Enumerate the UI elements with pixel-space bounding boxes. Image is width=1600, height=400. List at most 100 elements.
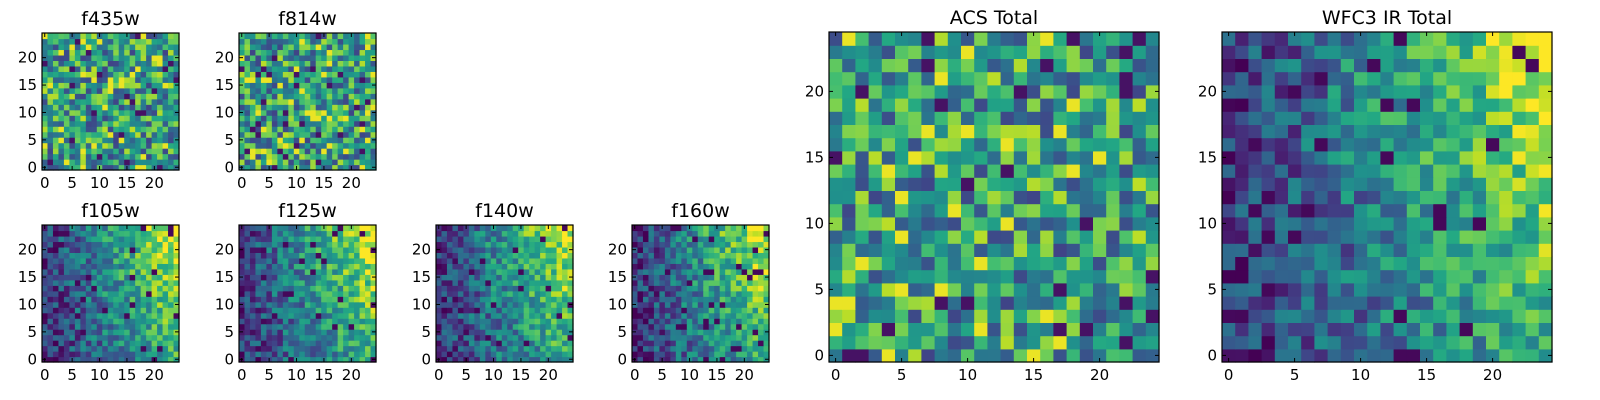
heatmap-cell — [348, 120, 355, 127]
heatmap-cell — [173, 93, 180, 100]
heatmap-cell — [1512, 230, 1527, 244]
heatmap-cell — [1119, 309, 1134, 323]
heatmap-cell — [1340, 230, 1355, 244]
heatmap-cell — [260, 153, 267, 160]
heatmap-cell — [648, 323, 655, 330]
heatmap-cell — [310, 263, 317, 270]
heatmap-cell — [266, 87, 273, 94]
heatmap-cell — [277, 285, 284, 292]
heatmap-cell — [457, 301, 464, 308]
heatmap-cell — [118, 109, 125, 116]
heatmap-cell — [934, 164, 949, 178]
heatmap-cell — [365, 131, 372, 138]
heatmap-cell — [244, 279, 251, 286]
heatmap-cell — [124, 49, 131, 56]
heatmap-cell — [507, 274, 514, 281]
heatmap-cell — [321, 340, 328, 347]
y-tick-label: 5 — [27, 131, 37, 149]
heatmap-cell — [332, 43, 339, 51]
heatmap-cell — [556, 301, 563, 308]
y-tick-label: 15 — [215, 76, 234, 94]
heatmap-cell — [1288, 256, 1302, 271]
heatmap-cell — [868, 282, 883, 297]
heatmap-cell — [479, 356, 486, 363]
heatmap-cell — [708, 252, 715, 259]
heatmap-cell — [85, 296, 92, 303]
heatmap-cell — [842, 71, 856, 86]
heatmap-cell — [63, 356, 70, 363]
heatmap-cell — [1053, 348, 1068, 363]
heatmap-cell — [512, 235, 519, 243]
heatmap-cell — [69, 263, 76, 270]
heatmap-cell — [173, 71, 180, 78]
heatmap-cell — [58, 345, 65, 352]
heatmap-cell — [91, 334, 98, 341]
heatmap-cell — [518, 257, 525, 264]
heatmap-cell — [74, 65, 81, 72]
heatmap-cell — [868, 296, 883, 310]
heatmap-cell — [47, 318, 54, 325]
heatmap-cell — [282, 235, 289, 243]
heatmap-cell — [162, 225, 169, 232]
heatmap-cell — [675, 268, 682, 275]
heatmap-cell — [659, 290, 666, 297]
heatmap-cell — [540, 301, 547, 308]
heatmap-cell — [1446, 296, 1461, 310]
heatmap-cell — [752, 279, 759, 286]
heatmap-cell — [135, 159, 142, 166]
heatmap-cell — [868, 164, 883, 178]
heatmap-cell — [343, 334, 350, 341]
heatmap-cell — [664, 246, 671, 253]
heatmap-cell — [523, 268, 530, 275]
heatmap-cell — [304, 131, 311, 138]
heatmap-cell — [747, 268, 754, 275]
heatmap-cell — [457, 307, 464, 314]
heatmap-cell — [299, 153, 306, 160]
heatmap-cell — [485, 290, 492, 297]
heatmap-cell — [304, 257, 311, 264]
heatmap-cell — [266, 54, 273, 61]
heatmap-cell — [74, 43, 81, 51]
heatmap-cell — [96, 241, 103, 248]
heatmap-cell — [47, 351, 54, 358]
heatmap-cell — [293, 49, 300, 56]
heatmap-cell — [556, 307, 563, 314]
heatmap-cell — [474, 225, 481, 232]
heatmap-cell — [974, 98, 988, 112]
heatmap-cell — [293, 268, 300, 275]
heatmap-cell — [562, 296, 569, 303]
heatmap-cell — [173, 263, 180, 270]
heatmap-cell — [1446, 243, 1461, 257]
heatmap-cell — [282, 296, 289, 303]
heatmap-cell — [321, 120, 328, 127]
heatmap-cell — [686, 301, 693, 308]
heatmap-cell — [1393, 269, 1408, 284]
heatmap-cell — [1027, 137, 1041, 152]
heatmap-cell — [1222, 269, 1236, 284]
heatmap-cell — [107, 263, 114, 270]
heatmap-cell — [1301, 309, 1315, 323]
heatmap-cell — [1420, 243, 1434, 257]
heatmap-cell — [129, 246, 136, 253]
heatmap-cell — [1132, 296, 1147, 310]
heatmap-cell — [1235, 256, 1249, 271]
heatmap-cell — [173, 318, 180, 325]
heatmap-cell — [468, 252, 475, 259]
heatmap-cell — [1459, 243, 1474, 257]
heatmap-cell — [1119, 269, 1134, 284]
heatmap-cell — [271, 356, 278, 363]
heatmap-cell — [1066, 111, 1081, 125]
heatmap-cell — [675, 323, 682, 330]
heatmap-cell — [162, 263, 169, 270]
heatmap-cell — [47, 148, 54, 155]
heatmap-cell — [129, 93, 136, 100]
heatmap-cell — [1261, 282, 1276, 297]
heatmap-cell — [288, 263, 295, 270]
heatmap-cell — [140, 290, 147, 297]
heatmap-cell — [47, 43, 54, 51]
heatmap-cell — [63, 263, 70, 270]
heatmap-cell — [490, 274, 497, 281]
heatmap-cell — [463, 285, 470, 292]
heatmap-cell — [326, 82, 333, 89]
heatmap-cell — [293, 323, 300, 330]
